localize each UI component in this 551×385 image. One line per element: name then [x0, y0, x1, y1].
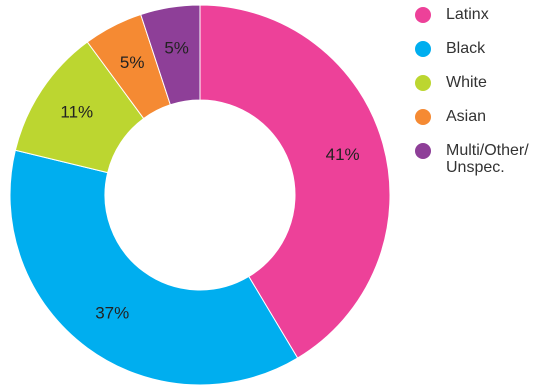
legend-label-black: Black: [446, 40, 486, 57]
slice-multi-other-unspec: [140, 4, 201, 106]
legend-label-latinx: Latinx: [446, 6, 489, 23]
donut-slices: [9, 4, 391, 385]
slice-label-asian: 5%: [120, 53, 145, 72]
legend-swatch-multi-other-unspec: [415, 143, 431, 159]
slice-label-multi-other-unspec: 5%: [164, 38, 189, 57]
slice-label-black: 37%: [95, 304, 129, 323]
slice-black: [9, 149, 299, 385]
slice-label-latinx: 41%: [326, 145, 360, 164]
legend-label-multi-other-unspec: Multi/Other/Unspec.: [446, 142, 529, 176]
slice-labels: 41% 37% 11% 5% 5%: [60, 38, 359, 322]
legend-swatch-asian: [415, 109, 431, 125]
legend-label-white: White: [446, 74, 487, 91]
legend-swatch-black: [415, 41, 431, 57]
legend-label-asian: Asian: [446, 108, 486, 125]
legend: Latinx Black White Asian Multi/Other/Unspec.: [415, 6, 529, 176]
legend-swatch-white: [415, 75, 431, 91]
slice-latinx: [199, 4, 391, 359]
slice-label-white: 11%: [60, 103, 93, 122]
legend-swatch-latinx: [415, 7, 431, 23]
